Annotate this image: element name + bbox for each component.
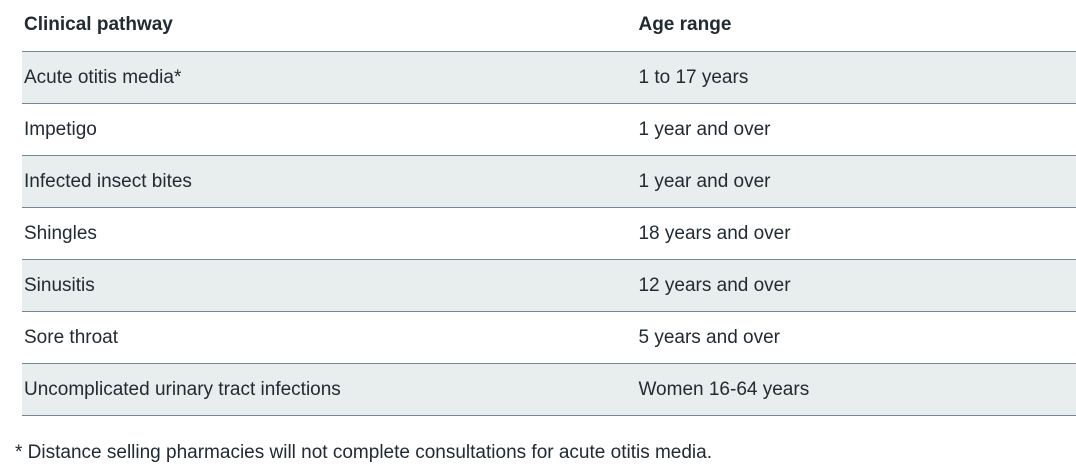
pathway-cell: Uncomplicated urinary tract infections bbox=[22, 363, 637, 416]
table-row: Infected insect bites 1 year and over bbox=[22, 155, 1076, 208]
table-header: Clinical pathway Age range bbox=[22, 0, 1076, 52]
pathway-cell: Acute otitis media* bbox=[22, 51, 637, 104]
pathway-cell: Impetigo bbox=[22, 103, 637, 156]
age-range-cell: 18 years and over bbox=[636, 207, 1076, 260]
pathway-cell: Shingles bbox=[22, 207, 637, 260]
age-range-cell: 1 year and over bbox=[636, 103, 1076, 156]
age-range-cell: Women 16-64 years bbox=[636, 363, 1076, 416]
age-range-cell: 12 years and over bbox=[636, 259, 1076, 312]
table-row: Uncomplicated urinary tract infections Wo… bbox=[22, 363, 1076, 416]
pathway-cell: Sore throat bbox=[22, 311, 637, 364]
footnote: * Distance selling pharmacies will not c… bbox=[15, 442, 712, 463]
table-row: Sinusitis 12 years and over bbox=[22, 259, 1076, 312]
header-row: Clinical pathway Age range bbox=[22, 0, 1076, 52]
table-row: Acute otitis media* 1 to 17 years bbox=[22, 51, 1076, 104]
table-row: Impetigo 1 year and over bbox=[22, 103, 1076, 156]
table-row: Sore throat 5 years and over bbox=[22, 311, 1076, 364]
age-range-cell: 5 years and over bbox=[636, 311, 1076, 364]
column-header-age-range: Age range bbox=[636, 0, 1076, 52]
age-range-cell: 1 year and over bbox=[636, 155, 1076, 208]
age-range-cell: 1 to 17 years bbox=[636, 51, 1076, 104]
table-body: Acute otitis media* 1 to 17 years Impetigo… bbox=[22, 51, 1076, 416]
pathway-cell: Sinusitis bbox=[22, 259, 637, 312]
pathway-cell: Infected insect bites bbox=[22, 155, 637, 208]
clinical-pathway-table: Clinical pathway Age range Acute otitis … bbox=[22, 0, 1076, 416]
table-row: Shingles 18 years and over bbox=[22, 207, 1076, 260]
column-header-clinical-pathway: Clinical pathway bbox=[22, 0, 637, 52]
